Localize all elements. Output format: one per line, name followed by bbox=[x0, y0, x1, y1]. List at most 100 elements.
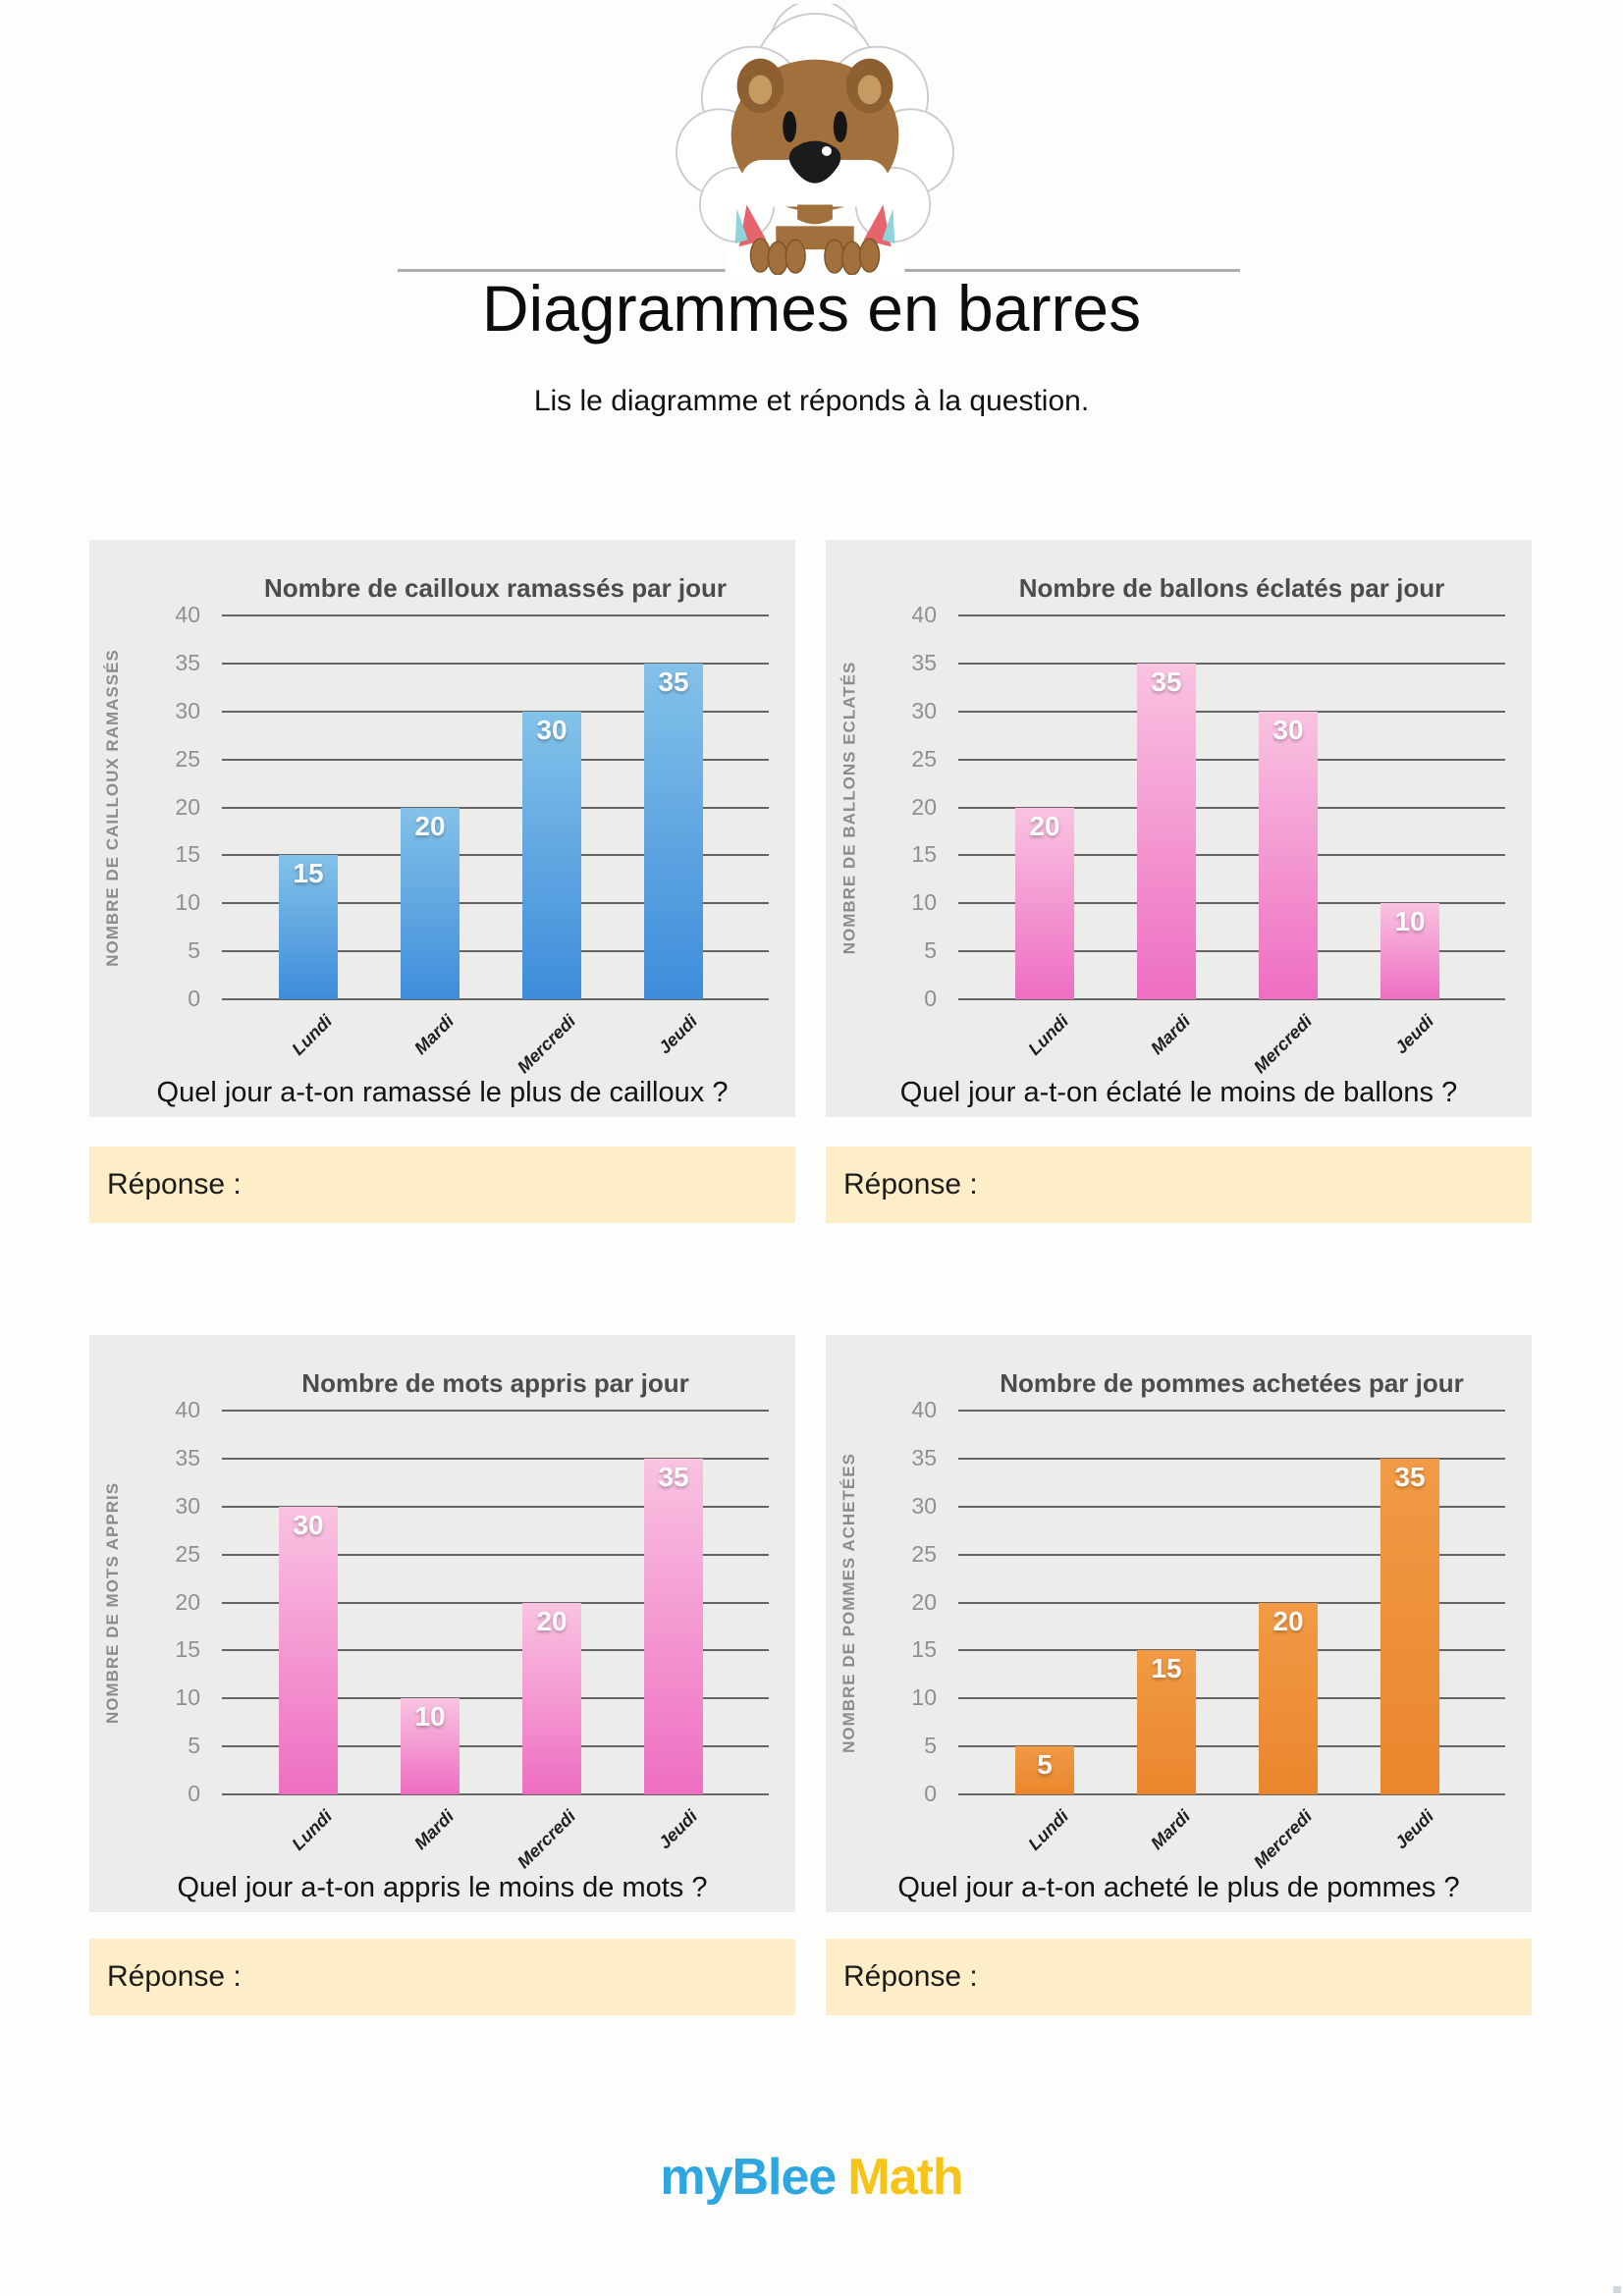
answer-box-3[interactable]: Réponse : bbox=[89, 1939, 795, 2015]
y-tick-label: 0 bbox=[188, 1781, 200, 1806]
y-axis-label-text: NOMBRE DE MOTS APPRIS bbox=[103, 1481, 123, 1724]
corner-mark bbox=[1613, 2286, 1621, 2293]
logo-blee: Blee bbox=[731, 2149, 837, 2206]
bar-mercredi: 30 bbox=[522, 711, 581, 999]
mascot-dog-illustration bbox=[676, 4, 954, 275]
x-tick-label: Mercredi bbox=[513, 1011, 580, 1078]
gridline bbox=[958, 1553, 1505, 1556]
x-tick-label: Mardi bbox=[1147, 1011, 1195, 1059]
bar-chart-cailloux: 0 5 10 15 20 25 30 35 40 15 Lundi 20 Mardi 30 Mercredi… bbox=[175, 602, 769, 1077]
bar-jeudi: 35 bbox=[644, 663, 703, 999]
answer-label: Réponse : bbox=[843, 1960, 978, 1993]
gridline bbox=[222, 614, 769, 616]
chart-title: Nombre de cailloux ramassés par jour bbox=[263, 573, 728, 603]
gridline bbox=[958, 998, 1505, 1000]
bar-value-label: 35 bbox=[658, 1461, 689, 1492]
bar-chart-pommes: 0 5 10 15 20 25 30 35 40 5 Lundi 15 Mardi 20 Mercredi 3… bbox=[911, 1397, 1505, 1872]
y-tick-label: 5 bbox=[924, 1733, 937, 1759]
gridline bbox=[958, 854, 1505, 857]
x-tick-label: Lundi bbox=[1024, 1806, 1073, 1854]
y-tick-label: 20 bbox=[911, 793, 937, 820]
y-tick-label: 0 bbox=[188, 986, 200, 1011]
gridline bbox=[222, 1745, 769, 1748]
gridline bbox=[958, 614, 1505, 616]
bar-mardi: 10 bbox=[401, 1698, 460, 1794]
y-tick-label: 35 bbox=[175, 649, 200, 675]
bar-mardi: 15 bbox=[1137, 1650, 1196, 1794]
y-tick-label: 10 bbox=[911, 1684, 937, 1711]
y-tick-label: 15 bbox=[175, 1636, 200, 1663]
bar-jeudi: 35 bbox=[644, 1458, 703, 1794]
x-tick-label: Mardi bbox=[410, 1806, 459, 1854]
y-tick-label: 25 bbox=[175, 745, 200, 772]
y-tick-label: 35 bbox=[175, 1444, 200, 1470]
x-tick-label: Jeudi bbox=[654, 1011, 702, 1058]
gridline bbox=[222, 1505, 769, 1508]
bar-jeudi: 35 bbox=[1380, 1458, 1439, 1794]
y-tick-label: 15 bbox=[911, 1636, 937, 1663]
gridline bbox=[222, 902, 769, 905]
bar-chart-ballons: 0 5 10 15 20 25 30 35 40 20 Lundi 35 Mardi 30 Mercredi… bbox=[911, 602, 1505, 1077]
page-title: Diagrammes en barres bbox=[481, 272, 1142, 345]
answer-box-2[interactable]: Réponse : bbox=[826, 1147, 1532, 1223]
gridline bbox=[222, 1410, 769, 1412]
y-axis-label: NOMBRE DE BALLONS ECLATÉS bbox=[826, 615, 873, 999]
answer-label: Réponse : bbox=[107, 1168, 242, 1201]
bar-value-label: 30 bbox=[293, 1509, 324, 1540]
chart-panel-4: Nombre de pommes achetées par jour NOMBR… bbox=[826, 1335, 1532, 1912]
gridline bbox=[958, 710, 1505, 713]
gridline bbox=[958, 1793, 1505, 1795]
y-tick-label: 30 bbox=[911, 697, 937, 723]
gridline bbox=[222, 710, 769, 713]
bar-lundi: 5 bbox=[1015, 1746, 1074, 1794]
bar-value-label: 10 bbox=[414, 1701, 446, 1733]
answer-label: Réponse : bbox=[843, 1168, 978, 1201]
y-tick-label: 5 bbox=[188, 1733, 200, 1759]
chart-question: Quel jour a-t-on acheté le plus de pomme… bbox=[897, 1872, 1460, 1903]
y-tick-label: 40 bbox=[911, 602, 937, 627]
logo-my: my bbox=[660, 2149, 732, 2206]
bar-mardi: 20 bbox=[401, 807, 460, 999]
x-tick-label: Jeudi bbox=[654, 1806, 702, 1853]
y-tick-label: 40 bbox=[911, 1397, 937, 1422]
answer-box-1[interactable]: Réponse : bbox=[89, 1147, 795, 1223]
gridline bbox=[958, 758, 1505, 761]
gridline bbox=[222, 1457, 769, 1460]
gridline bbox=[222, 1553, 769, 1556]
chart-question: Quel jour a-t-on appris le moins de mots… bbox=[177, 1872, 708, 1903]
bar-value-label: 20 bbox=[414, 810, 446, 841]
bar-jeudi: 10 bbox=[1380, 903, 1439, 999]
gridline bbox=[222, 998, 769, 1000]
bar-value-label: 15 bbox=[1151, 1653, 1182, 1684]
gridline bbox=[222, 662, 769, 665]
bar-mercredi: 30 bbox=[1259, 711, 1318, 999]
y-axis-label-text: NOMBRE DE CAILLOUX RAMASSÉS bbox=[103, 648, 123, 967]
myblee-math-logo: myBlee Math bbox=[0, 2148, 1623, 2207]
y-tick-label: 30 bbox=[175, 1492, 200, 1519]
chart-panel-2: Nombre de ballons éclatés par jour NOMBR… bbox=[826, 540, 1532, 1117]
y-tick-label: 40 bbox=[175, 1397, 200, 1422]
bar-value-label: 20 bbox=[536, 1605, 568, 1636]
y-tick-label: 10 bbox=[175, 1684, 200, 1711]
y-tick-label: 10 bbox=[911, 889, 937, 916]
x-tick-label: Mercredi bbox=[1249, 1011, 1317, 1078]
chart-panel-1: Nombre de cailloux ramassés par jour NOM… bbox=[89, 540, 795, 1117]
bar-value-label: 10 bbox=[1394, 906, 1426, 937]
bar-value-label: 20 bbox=[1029, 810, 1060, 841]
gridline bbox=[958, 1505, 1505, 1508]
y-tick-label: 40 bbox=[175, 602, 200, 627]
y-axis-label: NOMBRE DE MOTS APPRIS bbox=[89, 1411, 136, 1794]
gridline bbox=[958, 1457, 1505, 1460]
x-tick-label: Mercredi bbox=[513, 1806, 580, 1873]
bar-value-label: 5 bbox=[1037, 1749, 1053, 1781]
answer-box-4[interactable]: Réponse : bbox=[826, 1939, 1532, 2015]
logo-math: Math bbox=[847, 2149, 963, 2206]
gridline bbox=[222, 854, 769, 857]
x-tick-label: Mercredi bbox=[1249, 1806, 1317, 1873]
x-tick-label: Jeudi bbox=[1390, 1806, 1438, 1853]
x-tick-label: Lundi bbox=[288, 1011, 337, 1059]
gridline bbox=[222, 1697, 769, 1700]
chart-panel-3: Nombre de mots appris par jour NOMBRE DE… bbox=[89, 1335, 795, 1912]
bar-lundi: 30 bbox=[279, 1506, 338, 1794]
